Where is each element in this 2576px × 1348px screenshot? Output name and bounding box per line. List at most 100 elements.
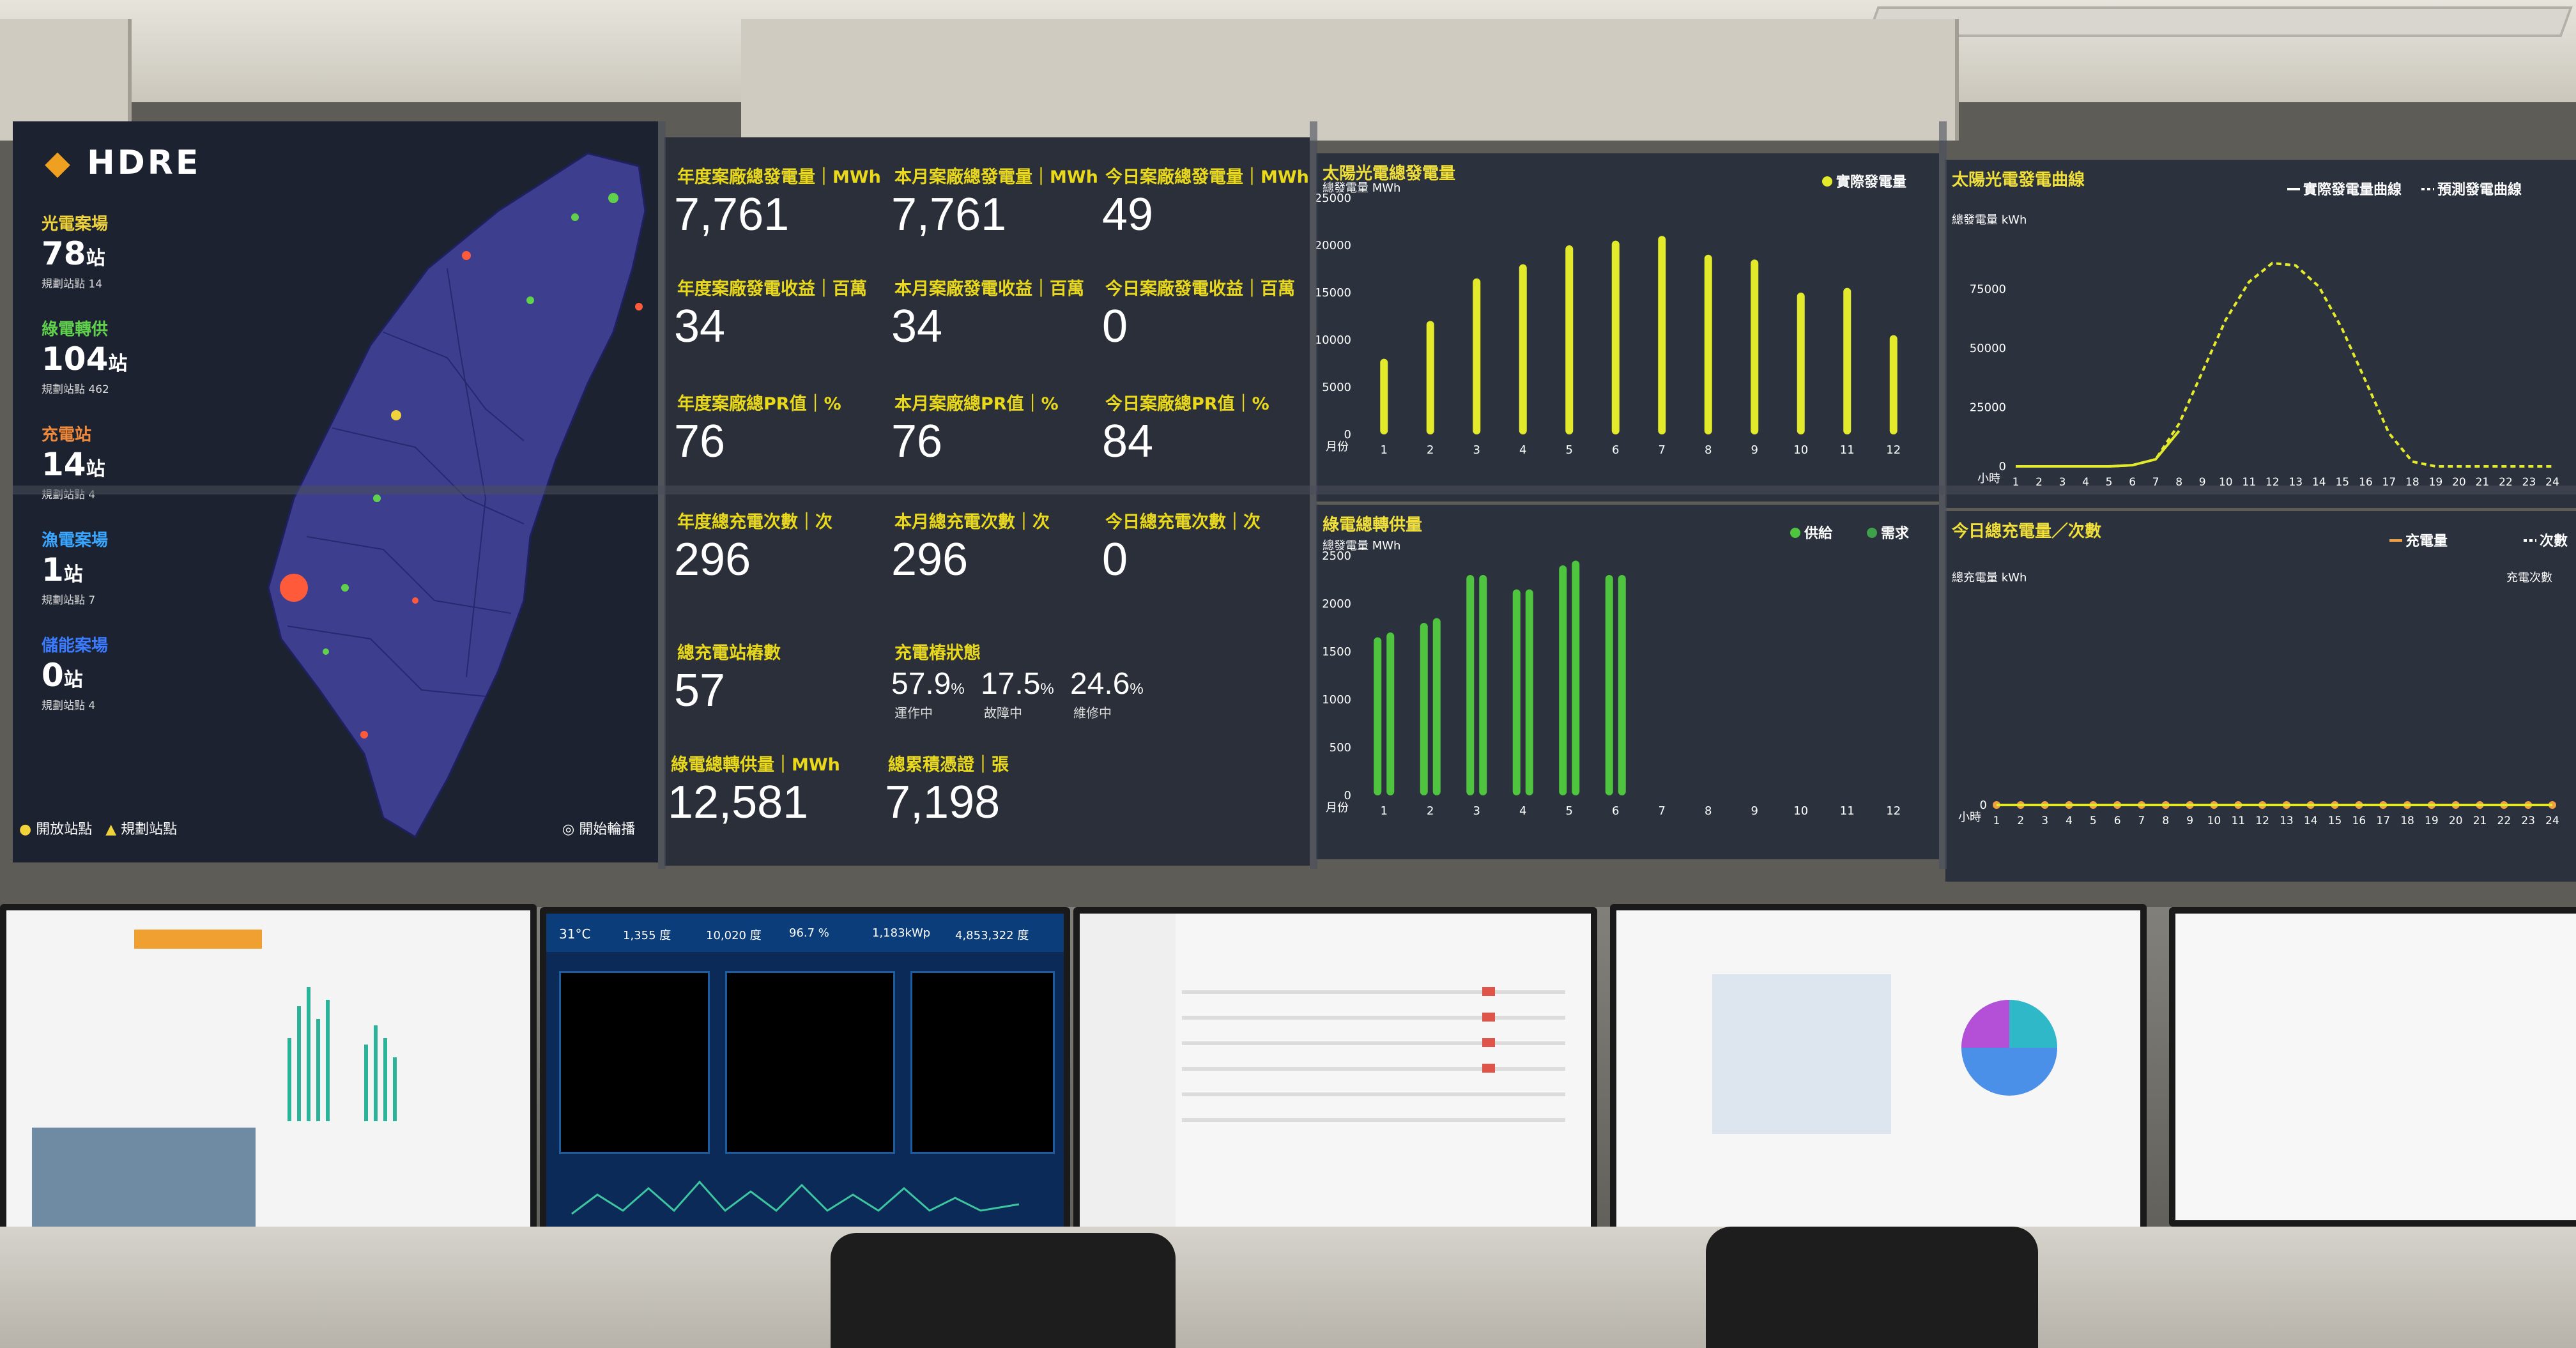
desk-monitor-3 (1073, 907, 1597, 1243)
monitor1-bars (32, 987, 397, 1230)
solar-generation-chart-screen: 太陽光電總發電量 總發電量 MWh 月份 25000 20000 15000 10000 50… (1316, 153, 1939, 502)
x-tick-label: 1 (1993, 815, 2000, 827)
x-tick-label: 10 (1793, 443, 1808, 457)
x-tick-label: 12 (1886, 804, 1901, 818)
bar (1843, 287, 1851, 434)
play-icon: ◎ (562, 822, 575, 838)
bar (1473, 278, 1481, 434)
x-tick-label: 24 (2545, 815, 2559, 827)
open-site-dot-icon: ● (19, 822, 32, 838)
green-supply-value: 12,581 (668, 777, 809, 828)
bar (1512, 589, 1521, 795)
y-tick-label: 1000 (1322, 693, 1351, 707)
monitor2-spark (571, 1180, 1020, 1215)
kpi-value: 49 (1102, 189, 1154, 240)
series-line (2016, 430, 2181, 468)
kpi-value: 0 (1102, 301, 1128, 352)
category-label: 綠電轉供 (42, 320, 109, 339)
category-sub: 規劃站點 462 (42, 383, 109, 396)
office-chair (831, 1233, 1176, 1348)
bar (1605, 575, 1613, 795)
legend-label: 需求 (1881, 526, 1909, 542)
pile-status-caption: 維修中 (1073, 705, 1112, 721)
kpi-value: 76 (891, 416, 943, 467)
y2-axis-label: 充電次數 (2506, 571, 2552, 585)
office-chair (1706, 1227, 2038, 1348)
x-tick-label: 10 (1793, 804, 1808, 818)
desk (0, 1227, 2576, 1348)
category-sub: 規劃站點 4 (42, 700, 96, 712)
x-tick-label: 18 (2400, 815, 2414, 827)
x-tick-label: 9 (1751, 804, 1758, 818)
monitor4-pie (1712, 974, 2057, 1134)
chart-legend: 實際發電量 (1822, 174, 1906, 190)
pile-status-value: 57.9% (891, 666, 965, 701)
monitor-stat: 10,020 度 (706, 929, 762, 942)
pile-status-caption: 故障中 (984, 705, 1022, 721)
x-tick-label: 2 (2035, 476, 2043, 489)
rotate-toggle[interactable]: ◎ 開始輪播 (562, 818, 635, 838)
kpi-label: 年度總充電次數｜次 (677, 512, 832, 532)
screen-seam (1310, 121, 1317, 869)
legend-label: 實際發電量曲線 (2303, 181, 2402, 198)
kpi-label: 今日案廠總PR值｜% (1105, 394, 1269, 414)
kpi-label: 本月案廠總發電量｜MWh (894, 167, 1098, 187)
category-unit: 站 (86, 458, 105, 480)
x-tick-label: 7 (2138, 815, 2145, 827)
kpi-label: 今日案廠發電收益｜百萬 (1105, 279, 1295, 299)
charging-chart-screen: 今日總充電量／次數 總充電量 kWh 充電次數 小時 0 1 2 3 4 5 6 7 8 9 10 11 12 1… (1945, 511, 2576, 882)
x-tick-label: 9 (2199, 476, 2206, 489)
kpi-label: 本月案廠總PR值｜% (894, 394, 1059, 414)
desk-monitor-2: 31°C 1,355 度 10,020 度 96.7 % 1,183kWp 4,853,… (540, 907, 1070, 1243)
x-tick-label: 9 (1751, 443, 1758, 457)
x-tick-label: 12 (2255, 815, 2269, 827)
bar (1611, 240, 1620, 434)
pile-status-unit: % (1040, 680, 1054, 698)
bar (1559, 565, 1567, 795)
kpi-value: 296 (891, 534, 969, 585)
monitor-stat: 4,853,322 度 (955, 929, 1029, 942)
x-tick-label: 6 (1612, 443, 1619, 457)
legend-label: 預測發電曲線 (2437, 181, 2522, 198)
pile-status-unit: % (951, 680, 965, 698)
chart-title: 太陽光電發電曲線 (1952, 170, 2085, 190)
y-tick-label: 25000 (1970, 401, 2006, 415)
x-tick-label: 21 (2473, 815, 2487, 827)
kpi-value: 76 (674, 416, 726, 467)
screen-seam (13, 486, 2576, 494)
bar (1751, 259, 1759, 434)
wall-panel (0, 19, 132, 141)
y-axis-label: 總充電量 kWh (1952, 571, 2027, 585)
x-tick-label: 2 (1427, 443, 1434, 457)
x-tick-label: 17 (2376, 815, 2390, 827)
x-tick-label: 1 (1381, 804, 1388, 818)
green-supply-chart-screen: 綠電總轉供量 總發電量 MWh 月份 2500 2000 1500 1000 500 0 1 2 3 4… (1316, 505, 1939, 859)
y-axis-label: 總發電量 MWh (1322, 539, 1400, 553)
legend-open-label: 開放站點 (36, 822, 93, 838)
y-tick-label: 5000 (1322, 381, 1351, 394)
rotate-label: 開始輪播 (579, 822, 636, 838)
x-tick-label: 11 (1840, 804, 1855, 818)
bar (1479, 575, 1487, 795)
chart-legend: 充電量 次數 (2389, 533, 2568, 549)
bar (1380, 358, 1388, 434)
x-axis-label: 月份 (1326, 440, 1349, 454)
pile-status-number: 17.5 (981, 667, 1041, 701)
pile-status-value: 17.5% (981, 666, 1054, 701)
x-tick-label: 16 (2352, 815, 2366, 827)
x-tick-label: 8 (1705, 443, 1712, 457)
x-tick-label: 3 (2041, 815, 2048, 827)
y-axis-label: 總發電量 MWh (1322, 181, 1400, 195)
pile-status-number: 24.6 (1070, 667, 1130, 701)
x-tick-label: 8 (1705, 804, 1712, 818)
x-tick-label: 12 (1886, 443, 1901, 457)
kpi-value: 7,761 (674, 189, 790, 240)
cert-value: 7,198 (885, 777, 1000, 828)
x-axis-label: 小時 (1977, 472, 2000, 486)
x-tick-label: 9 (2186, 815, 2193, 827)
bar (1797, 293, 1805, 434)
green-supply-label: 綠電總轉供量｜MWh (671, 755, 840, 775)
pile-count-value: 57 (674, 665, 726, 716)
x-tick-label: 13 (2280, 815, 2294, 827)
